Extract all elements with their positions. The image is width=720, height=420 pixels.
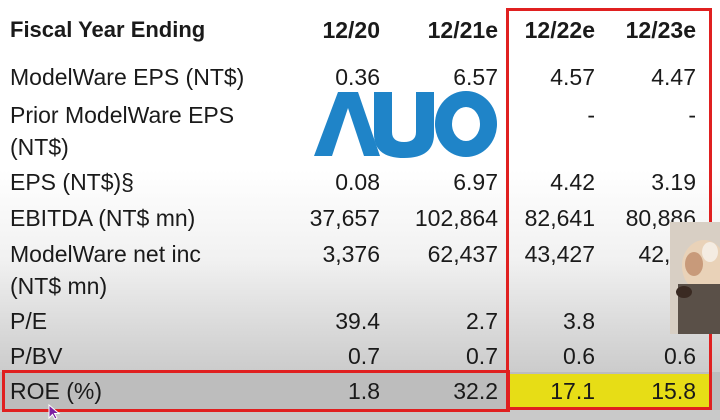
header-col-1220: 12/20 <box>322 17 380 43</box>
cell-value: 0.7 <box>466 343 498 369</box>
cell-value: 3.8 <box>563 308 595 334</box>
roe-estimate-highlight <box>508 374 712 408</box>
cell-value: - <box>587 102 595 128</box>
cell-value: 32.2 <box>453 378 498 404</box>
header-col-1221e: 12/21e <box>427 17 498 43</box>
mouse-cursor-icon <box>48 404 61 420</box>
row-label: EPS (NT$)§ <box>10 169 134 195</box>
cell-value: 62,437 <box>427 241 498 267</box>
row-label: P/E <box>10 308 48 334</box>
cell-value: 0.7 <box>348 343 380 369</box>
cell-value: 17.1 <box>550 378 595 404</box>
cell-value: 102,864 <box>414 205 498 231</box>
row-label-line2: (NT$) <box>10 134 69 160</box>
cell-value: 0.6 <box>664 343 696 369</box>
row-label: Prior ModelWare EPS <box>10 102 235 128</box>
cell-value: 6.97 <box>453 169 498 195</box>
cell-value: 4.47 <box>651 64 696 90</box>
cell-value: 43,427 <box>524 241 595 267</box>
auo-logo <box>314 91 497 158</box>
cell-value: 0.36 <box>335 64 380 90</box>
roe-row-highlight-box <box>2 370 510 412</box>
cell-value: - <box>688 102 696 128</box>
cell-value: 4.42 <box>550 169 595 195</box>
cell-value: 3,376 <box>322 241 380 267</box>
header-label: Fiscal Year Ending <box>10 17 206 42</box>
cell-value: 37,657 <box>309 205 380 231</box>
row-label: ModelWare EPS (NT$) <box>10 64 245 90</box>
cell-value: 0.08 <box>335 169 380 195</box>
cell-value: 6.57 <box>453 64 498 90</box>
cell-value: 2.7 <box>466 308 498 334</box>
presenter-video-overlay <box>670 222 720 334</box>
row-label: EBITDA (NT$ mn) <box>10 205 196 231</box>
cell-value: 0.6 <box>563 343 595 369</box>
cell-value: 3.19 <box>651 169 696 195</box>
cell-value: 15.8 <box>651 378 696 404</box>
cell-value: 82,641 <box>524 205 595 231</box>
cell-value: 39.4 <box>335 308 380 334</box>
cell-value: 1.8 <box>348 378 380 404</box>
row-label: ModelWare net inc <box>10 241 201 267</box>
estimate-columns-highlight-box <box>506 8 712 410</box>
row-label: ROE (%) <box>10 378 102 404</box>
row-label-line2: (NT$ mn) <box>10 273 108 299</box>
cell-value: 4.57 <box>550 64 595 90</box>
header-col-1222e: 12/22e <box>524 17 595 43</box>
row-label: P/BV <box>10 343 63 369</box>
header-col-1223e: 12/23e <box>625 17 696 43</box>
